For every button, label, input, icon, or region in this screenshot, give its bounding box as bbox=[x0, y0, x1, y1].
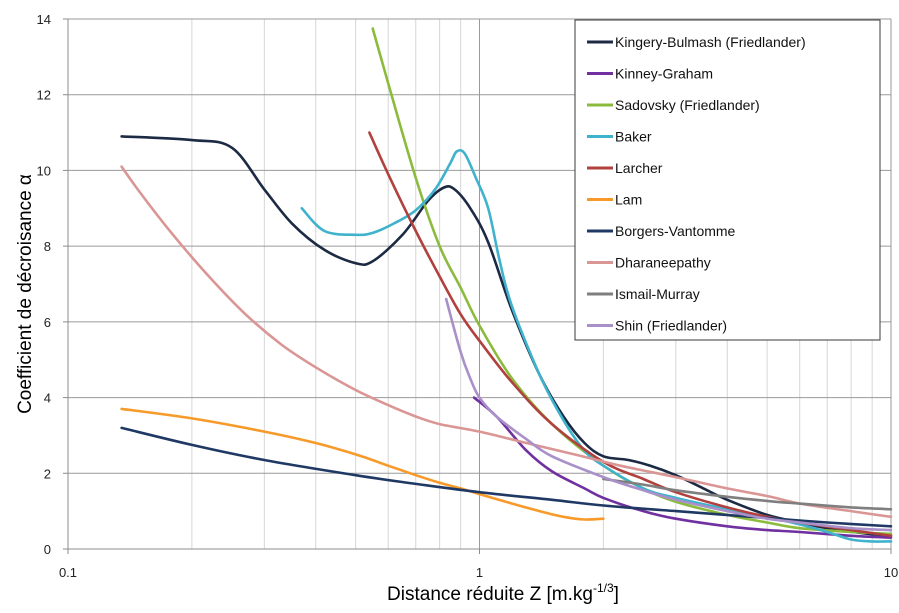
y-tick-label: 2 bbox=[44, 466, 51, 481]
x-tick-label: 10 bbox=[884, 565, 898, 580]
series-line-shin-friedlander bbox=[444, 297, 893, 532]
series-group bbox=[120, 27, 893, 543]
x-tick-label: 0.1 bbox=[59, 565, 77, 580]
x-axis-title-end: ] bbox=[614, 584, 619, 605]
y-tick-label: 6 bbox=[44, 315, 51, 330]
legend-label: Baker bbox=[615, 129, 652, 145]
series-line-borgers-vantomme bbox=[120, 426, 893, 528]
y-tick-label: 0 bbox=[44, 542, 51, 557]
legend-label: Dharaneepathy bbox=[615, 255, 711, 271]
series-line-ismail-murray bbox=[602, 477, 893, 511]
x-tick-label: 1 bbox=[476, 565, 483, 580]
y-tick-label: 8 bbox=[44, 239, 51, 254]
x-axis-title-main: Distance réduite Z [m.kg bbox=[387, 584, 593, 605]
legend-label: Lam bbox=[615, 192, 642, 208]
x-axis-title-sup: -1/3 bbox=[593, 581, 614, 595]
y-tick-label: 4 bbox=[44, 391, 51, 406]
legend-label: Sadovsky (Friedlander) bbox=[615, 97, 760, 113]
x-axis-title: Distance réduite Z [m.kg-1/3] bbox=[387, 581, 619, 605]
legend-box bbox=[574, 19, 881, 341]
axes: 0 2 4 6 8 10 12 14 0.1 1 10 bbox=[37, 12, 899, 580]
legend-label: Shin (Friedlander) bbox=[615, 318, 727, 334]
legend-label: Borgers-Vantomme bbox=[615, 223, 736, 239]
legend: Kingery-Bulmash (Friedlander) Kinney-Grah… bbox=[574, 19, 881, 341]
y-axis-title: Coefficient de décroisance α bbox=[15, 174, 36, 414]
legend-label: Ismail-Murray bbox=[615, 286, 700, 302]
series-line-kinney-graham bbox=[472, 396, 893, 539]
y-tick-label: 12 bbox=[37, 88, 51, 103]
series-line-dharaneepathy bbox=[120, 165, 893, 519]
legend-label: Kingery-Bulmash (Friedlander) bbox=[615, 34, 806, 50]
legend-label: Larcher bbox=[615, 160, 663, 176]
y-tick-label: 14 bbox=[37, 12, 51, 27]
y-tick-label: 10 bbox=[37, 163, 51, 178]
series-line-lam bbox=[120, 407, 605, 521]
legend-label: Kinney-Graham bbox=[615, 66, 713, 82]
